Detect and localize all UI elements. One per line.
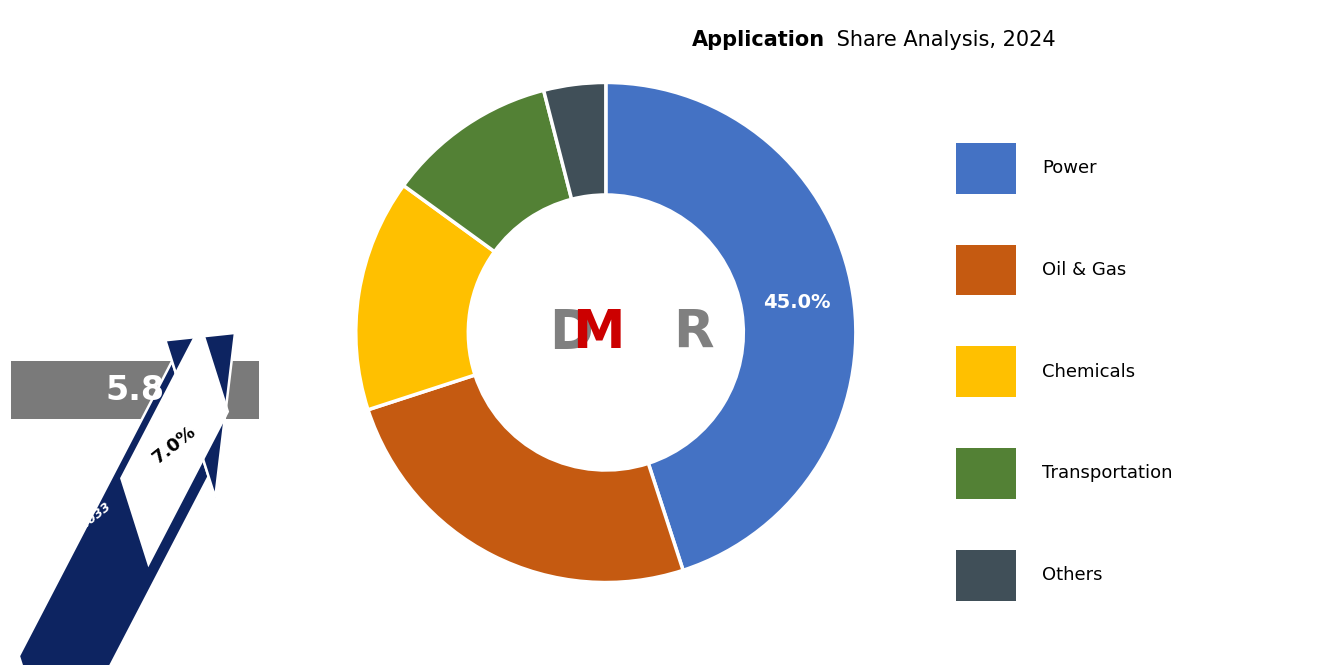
Text: Transportation: Transportation [1042,464,1172,483]
Text: M: M [572,307,624,358]
Text: Dimension: Dimension [47,45,223,74]
Text: 45.0%: 45.0% [764,293,831,312]
Text: Global Diaphragm
Coupling in Turbo
Machinery Market
Size
(USD Billion), 2024: Global Diaphragm Coupling in Turbo Machi… [61,233,209,332]
Polygon shape [166,333,234,497]
Text: R: R [673,307,714,358]
Text: 7.0%: 7.0% [149,422,200,467]
Wedge shape [367,375,684,583]
Text: Others: Others [1042,566,1102,585]
FancyBboxPatch shape [956,143,1015,194]
FancyBboxPatch shape [956,448,1015,499]
Text: 5.8: 5.8 [105,374,165,406]
Polygon shape [120,323,229,567]
Polygon shape [18,361,208,665]
Text: Oil & Gas: Oil & Gas [1042,261,1126,279]
Text: Share Analysis, 2024: Share Analysis, 2024 [830,30,1056,50]
FancyBboxPatch shape [956,245,1015,295]
Wedge shape [606,82,856,571]
Text: Application: Application [691,30,824,50]
FancyBboxPatch shape [956,346,1015,397]
Wedge shape [403,90,572,251]
Text: Power: Power [1042,159,1097,178]
Text: D: D [549,307,594,358]
Text: Research: Research [59,152,211,181]
Text: CAGR
2024-2033: CAGR 2024-2033 [37,488,113,556]
Text: Chemicals: Chemicals [1042,362,1135,381]
Text: Market: Market [75,98,195,128]
FancyBboxPatch shape [956,550,1015,600]
Wedge shape [544,82,606,200]
Wedge shape [356,186,495,410]
FancyBboxPatch shape [11,361,259,419]
